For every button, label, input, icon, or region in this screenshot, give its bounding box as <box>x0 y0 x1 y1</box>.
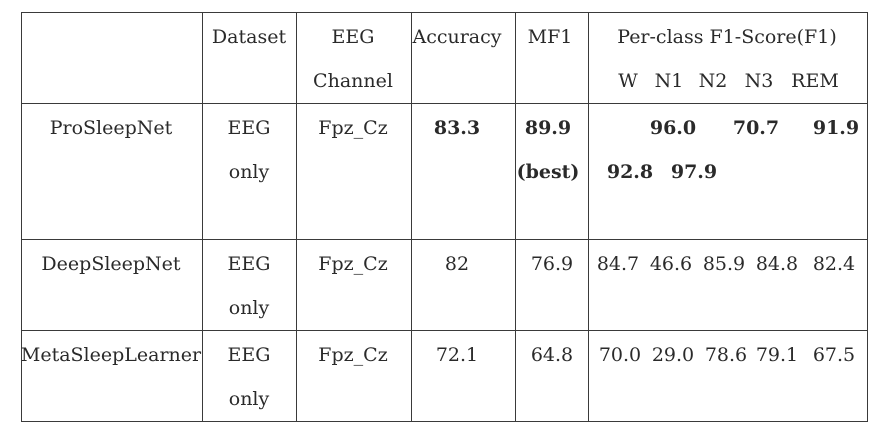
row-dataset-only: only <box>228 297 270 319</box>
row-mf1-note: (best) <box>516 161 580 183</box>
row-f1-value: 46.6 <box>649 253 693 275</box>
row-accuracy: 72.1 <box>435 344 479 366</box>
row-f1-value: 70.7 <box>732 117 780 139</box>
results-table: Dataset EEG Channel Accuracy MF1 Per-cla… <box>21 12 868 422</box>
row-accuracy: 83.3 <box>433 117 481 139</box>
row-dataset: EEG <box>227 117 271 139</box>
row-f1-value: 84.7 <box>596 253 640 275</box>
row-f1-value: 97.9 <box>670 161 718 183</box>
column-divider <box>296 12 297 422</box>
header-class-w: W <box>618 70 638 92</box>
header-eeg: EEG <box>331 26 375 48</box>
row-f1-value: 92.8 <box>606 161 654 183</box>
row-channel: Fpz_Cz <box>318 253 388 275</box>
row-mf1: 64.8 <box>530 344 574 366</box>
header-dataset: Dataset <box>211 26 287 48</box>
header-class-rem: REM <box>791 70 839 92</box>
header-class-n1: N1 <box>654 70 684 92</box>
column-divider <box>515 12 516 422</box>
row-dataset-only: only <box>228 388 270 410</box>
header-per-class-f1: Per-class F1-Score(F1) <box>617 26 837 48</box>
row-f1-value: 29.0 <box>651 344 695 366</box>
row-mf1: 76.9 <box>530 253 574 275</box>
row-f1-value: 78.6 <box>704 344 748 366</box>
header-channel: Channel <box>313 70 393 92</box>
header-class-n2: N2 <box>698 70 728 92</box>
header-mf1: MF1 <box>527 26 573 48</box>
row-f1-value: 70.0 <box>598 344 642 366</box>
row-channel: Fpz_Cz <box>318 117 388 139</box>
row-dataset-only: only <box>228 161 270 183</box>
row-model-name: MetaSleepLearner <box>20 344 202 366</box>
header-class-n3: N3 <box>744 70 774 92</box>
row-f1-value: 84.8 <box>755 253 799 275</box>
row-f1-value: 67.5 <box>812 344 856 366</box>
row-accuracy: 82 <box>444 253 470 275</box>
header-accuracy: Accuracy <box>412 26 502 48</box>
row-f1-value: 96.0 <box>649 117 697 139</box>
column-divider <box>202 12 203 422</box>
row-channel: Fpz_Cz <box>318 344 388 366</box>
row-f1-value: 82.4 <box>812 253 856 275</box>
table-border-top <box>21 12 868 13</box>
table-border-left <box>21 12 22 422</box>
column-divider <box>411 12 412 422</box>
row-dataset: EEG <box>227 344 271 366</box>
row-model-name: DeepSleepNet <box>41 253 181 275</box>
table-border-right <box>867 12 868 422</box>
row-divider <box>21 330 868 331</box>
table-border-bottom <box>21 421 868 422</box>
row-f1-value: 79.1 <box>755 344 799 366</box>
row-dataset: EEG <box>227 253 271 275</box>
header-divider <box>21 103 868 104</box>
column-divider <box>588 12 589 422</box>
row-divider <box>21 239 868 240</box>
row-f1-value: 85.9 <box>702 253 746 275</box>
row-f1-value: 91.9 <box>812 117 860 139</box>
row-model-name: ProSleepNet <box>49 117 173 139</box>
row-mf1: 89.9 <box>524 117 572 139</box>
